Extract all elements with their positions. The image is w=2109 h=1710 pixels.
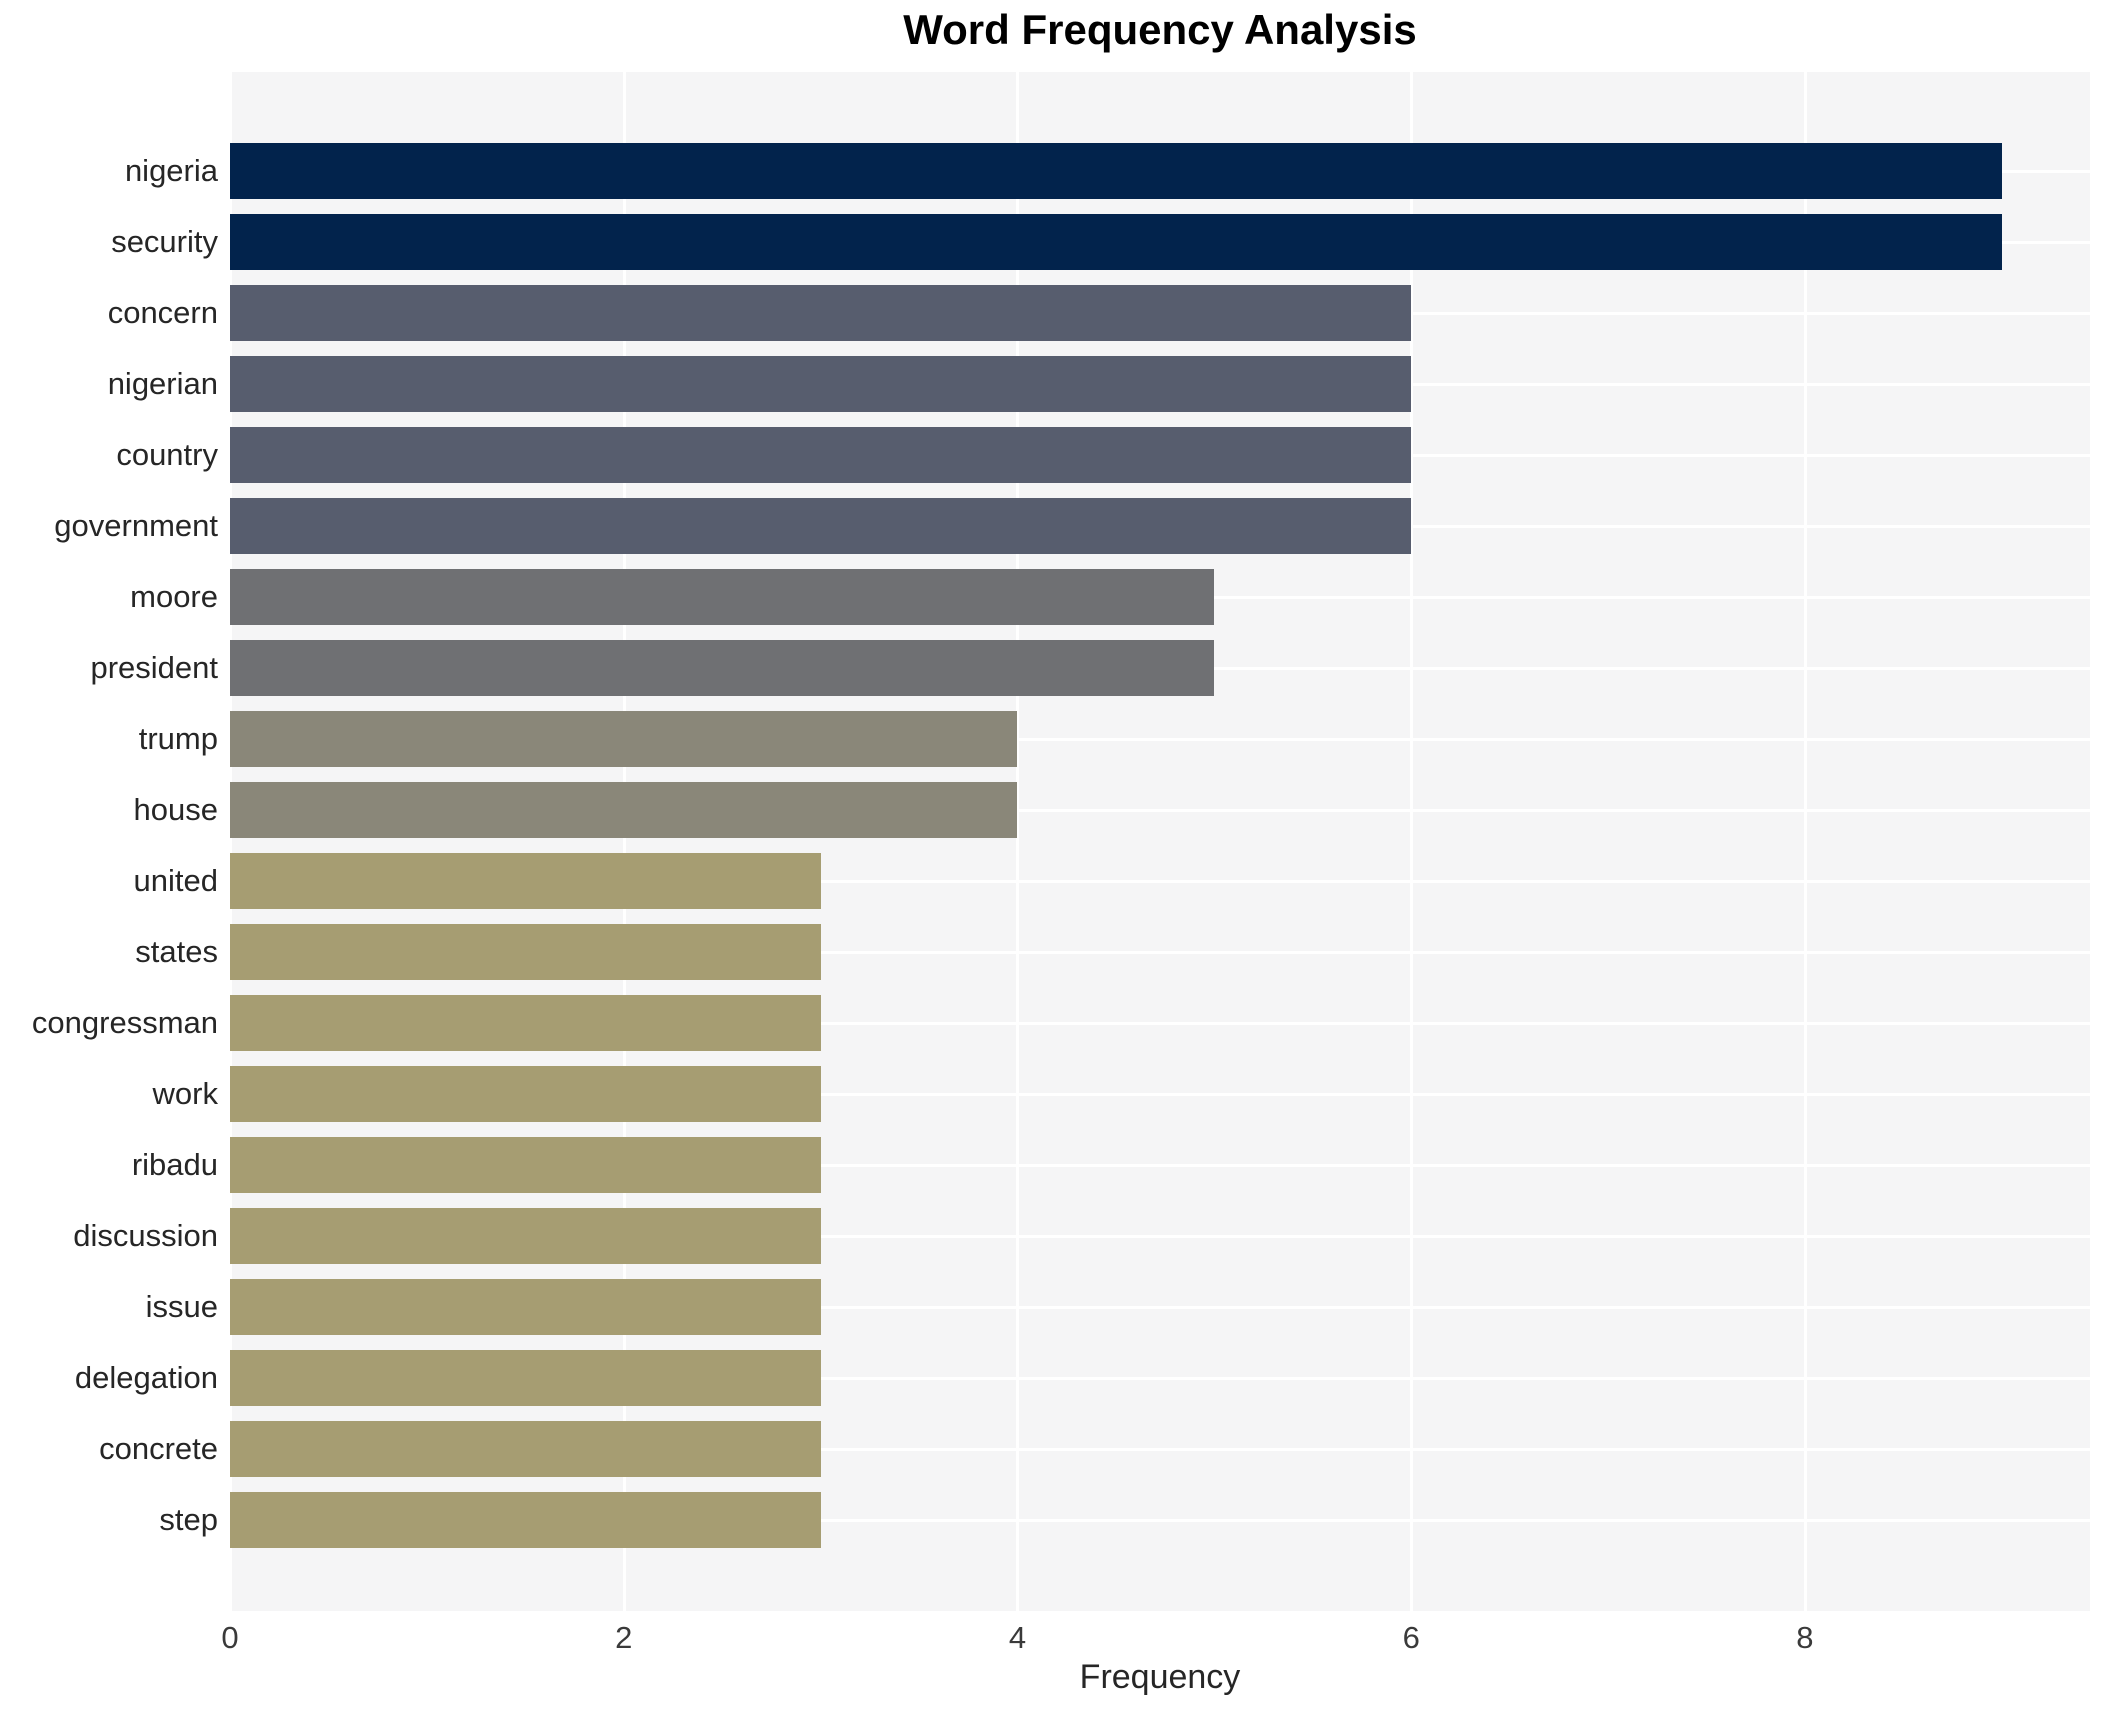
x-axis-label: Frequency	[1079, 1658, 1241, 1696]
category-label-house: house	[133, 792, 218, 827]
bar-issue	[230, 1279, 821, 1335]
bar-states	[230, 924, 821, 980]
category-label-step: step	[159, 1502, 218, 1537]
bar-concrete	[230, 1421, 821, 1477]
category-label-president: president	[90, 650, 218, 685]
plot-area	[229, 72, 2090, 1611]
category-label-security: security	[111, 224, 218, 259]
bar-moore	[230, 569, 1215, 625]
category-label-congressman: congressman	[31, 1005, 218, 1040]
category-label-ribadu: ribadu	[131, 1147, 218, 1182]
gridline-horizontal	[230, 1377, 2090, 1380]
x-tick-label-8: 8	[1796, 1620, 1814, 1655]
bar-delegation	[230, 1350, 821, 1406]
gridline-vertical	[1016, 72, 1020, 1611]
bar-government	[230, 498, 1412, 554]
y-axis-labels: nigeria security concern nigerian country gov…	[0, 72, 218, 1611]
x-tick-label-4: 4	[1008, 1620, 1027, 1655]
category-label-trump: trump	[138, 721, 218, 756]
category-label-nigeria: nigeria	[124, 153, 218, 188]
x-tick-label-0: 0	[221, 1620, 239, 1655]
bar-congressman	[230, 995, 821, 1051]
bar-nigerian	[230, 356, 1412, 412]
category-label-discussion: discussion	[73, 1218, 218, 1253]
bar-work	[230, 1066, 821, 1122]
gridline-horizontal	[230, 809, 2090, 812]
bar-president	[230, 640, 1215, 696]
category-label-government: government	[54, 508, 218, 543]
category-label-moore: moore	[130, 579, 218, 614]
gridline-horizontal	[230, 951, 2090, 954]
bar-united	[230, 853, 821, 909]
gridline-horizontal	[230, 738, 2090, 741]
chart-title: Word Frequency Analysis	[903, 6, 1417, 53]
gridline-horizontal	[230, 1022, 2090, 1025]
gridline-horizontal	[230, 1519, 2090, 1522]
x-tick-label-6: 6	[1402, 1620, 1420, 1655]
gridline-vertical	[1410, 72, 1414, 1611]
bar-ribadu	[230, 1137, 821, 1193]
gridline-vertical	[1803, 72, 1807, 1611]
category-label-concrete: concrete	[99, 1431, 218, 1466]
bar-trump	[230, 711, 1018, 767]
gridline-horizontal	[230, 880, 2090, 883]
category-label-united: united	[133, 863, 218, 898]
category-label-issue: issue	[145, 1289, 218, 1324]
bar-step	[230, 1492, 821, 1548]
category-label-country: country	[116, 437, 218, 472]
bar-country	[230, 427, 1412, 483]
gridline-horizontal	[230, 1164, 2090, 1167]
bar-nigeria	[230, 143, 2002, 199]
gridline-horizontal	[230, 1306, 2090, 1309]
bar-discussion	[230, 1208, 821, 1264]
gridline-horizontal	[230, 1235, 2090, 1238]
gridline-horizontal	[230, 1448, 2090, 1451]
gridline-horizontal	[230, 1093, 2090, 1096]
bar-concern	[230, 285, 1412, 341]
gridline-vertical	[229, 72, 232, 1611]
bar-house	[230, 782, 1018, 838]
x-tick-label-2: 2	[615, 1620, 633, 1655]
x-axis-ticks: 0 2 4 6 8	[221, 1620, 2090, 1660]
category-label-work: work	[152, 1076, 218, 1111]
category-label-states: states	[135, 934, 218, 969]
category-label-nigerian: nigerian	[107, 366, 218, 401]
bar-security	[230, 214, 2002, 270]
category-label-delegation: delegation	[74, 1360, 218, 1395]
gridline-vertical	[622, 72, 626, 1611]
category-label-concern: concern	[107, 295, 218, 330]
